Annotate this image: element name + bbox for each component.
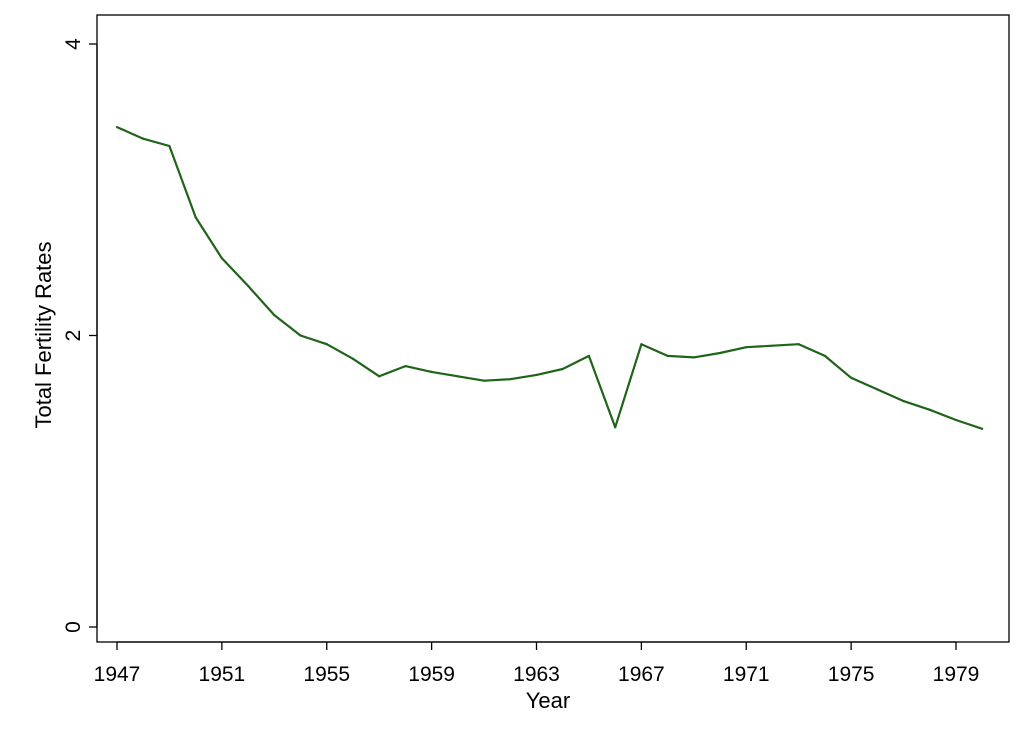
y-tick-label: 4 <box>62 38 85 50</box>
data-point <box>718 351 722 355</box>
data-point <box>220 257 223 260</box>
data-point <box>640 343 643 346</box>
x-tick-label: 1975 <box>828 663 875 686</box>
y-axis-title: Total Fertility Rates <box>31 241 56 428</box>
data-point <box>614 426 617 429</box>
data-point <box>876 388 879 391</box>
data-point <box>561 367 564 371</box>
data-point <box>430 370 433 373</box>
data-point <box>587 354 591 357</box>
x-axis: 1947 1951 1955 1959 1963 1967 1971 1975 1979 <box>94 641 980 686</box>
data-point <box>299 334 302 337</box>
x-tick-label: 1971 <box>723 663 770 686</box>
x-tick-label: 1979 <box>933 663 980 686</box>
y-tick-label: 0 <box>62 621 85 633</box>
x-tick-label: 1963 <box>513 663 560 686</box>
data-point <box>902 400 905 403</box>
x-tick-label: 1951 <box>199 663 246 686</box>
data-point <box>325 343 328 346</box>
data-point <box>535 373 538 376</box>
data-point <box>666 354 669 357</box>
data-point <box>745 346 748 349</box>
data-point <box>850 376 853 379</box>
data-point <box>771 344 774 347</box>
data-point <box>351 357 355 360</box>
series-line <box>116 126 983 430</box>
data-point <box>797 343 800 346</box>
data-point <box>378 375 381 378</box>
data-point <box>483 379 486 382</box>
data-point <box>247 284 250 287</box>
x-tick-label: 1955 <box>303 663 350 686</box>
x-tick-label: 1959 <box>408 663 455 686</box>
data-point <box>981 427 984 430</box>
data-point <box>692 356 695 359</box>
data-point <box>823 354 827 357</box>
data-point <box>456 375 459 378</box>
x-tick-label: 1967 <box>618 663 665 686</box>
plot-frame <box>96 14 1010 643</box>
data-point <box>954 418 958 422</box>
data-point <box>404 365 407 368</box>
y-axis: 0 2 4 <box>62 38 98 633</box>
data-point <box>168 144 171 148</box>
data-point <box>509 378 512 381</box>
data-point <box>142 137 145 140</box>
x-tick-label: 1947 <box>94 663 141 686</box>
data-point <box>273 314 276 317</box>
series-layer <box>115 126 984 430</box>
x-axis-title: Year <box>526 688 570 713</box>
data-point <box>928 408 931 411</box>
y-tick-label: 2 <box>62 330 85 342</box>
data-point <box>115 126 119 129</box>
data-point <box>194 216 197 219</box>
